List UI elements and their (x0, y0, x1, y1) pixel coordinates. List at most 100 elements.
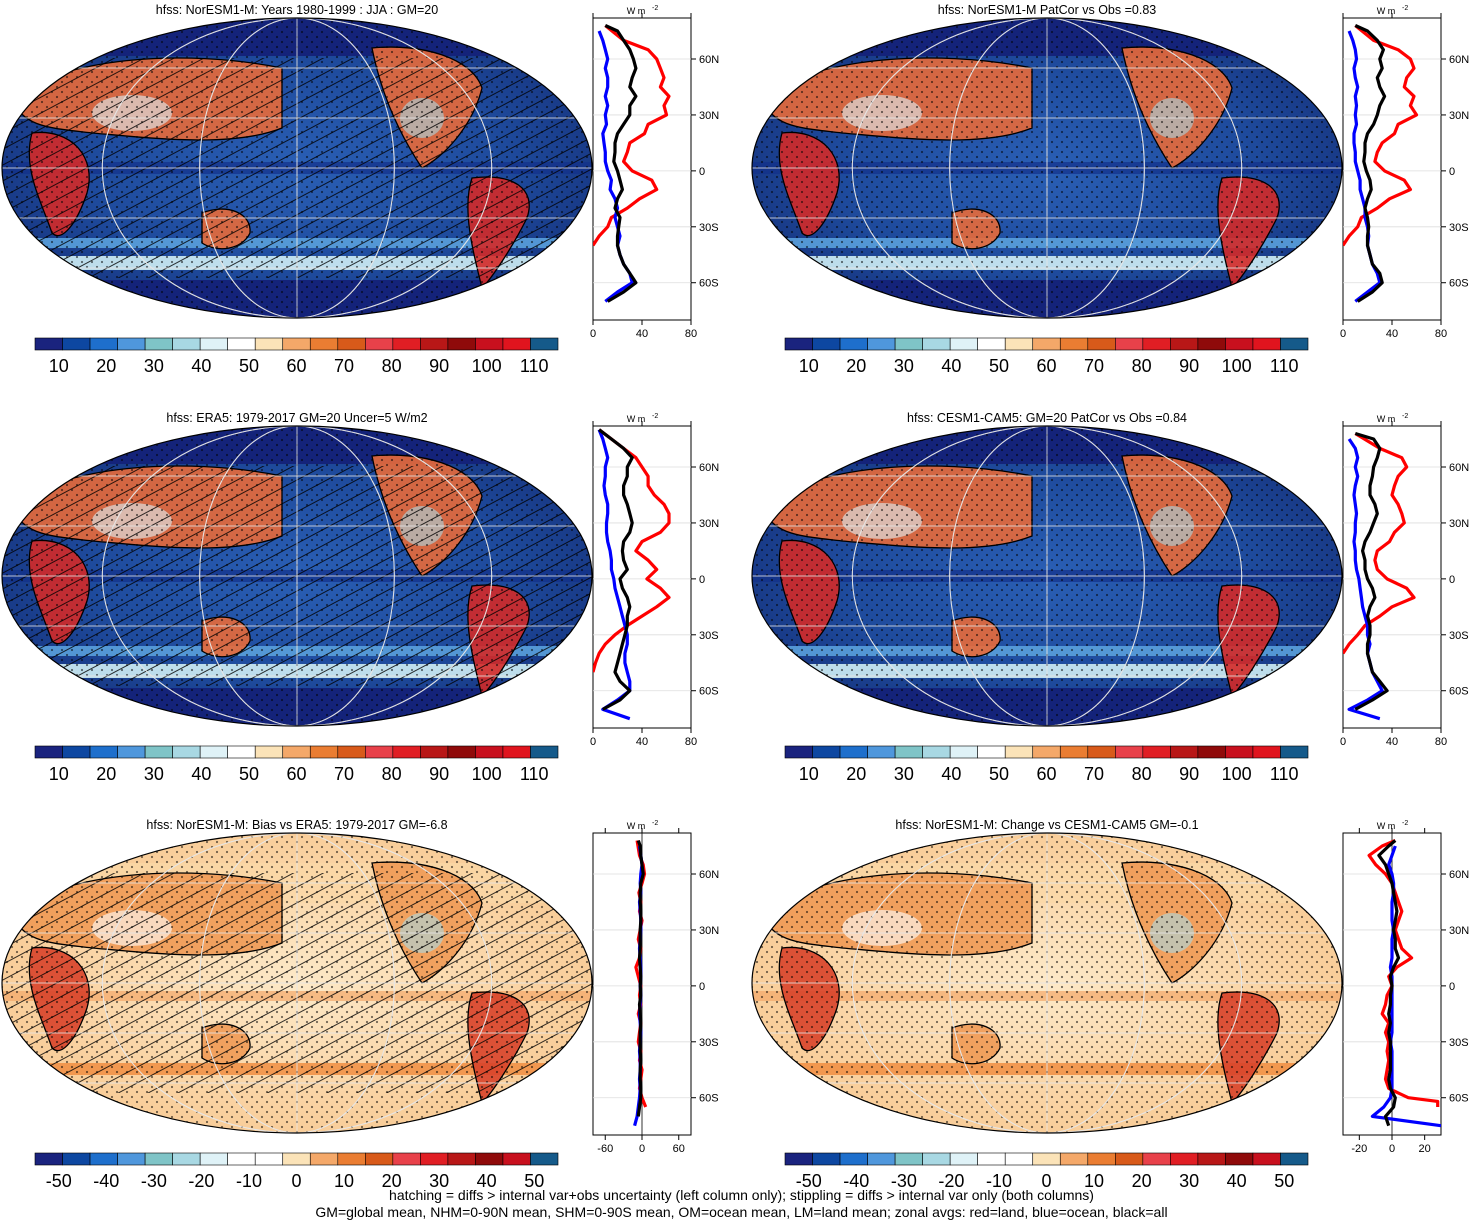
colorbar-swatch (254, 1152, 284, 1166)
colorbar-swatch (172, 337, 201, 351)
colorbar-tick-label: 10 (799, 764, 819, 784)
footer-hatching-note: hatching = diffs > internal var+obs unce… (389, 1187, 1094, 1203)
colorbar-swatch (365, 337, 394, 351)
lat-tick-label: 60S (1449, 278, 1469, 290)
lat-tick-label: 30N (699, 518, 719, 530)
colorbar-swatch (144, 1152, 173, 1166)
colorbar-tick-label: 80 (382, 356, 402, 376)
panel-title: hfss: ERA5: 1979-2017 GM=20 Uncer=5 W/m2 (166, 411, 427, 425)
colorbar-swatch (922, 745, 951, 759)
colorbar-swatch (254, 337, 284, 351)
lat-tick-label: 60S (699, 278, 719, 290)
zonal-line-all (1377, 839, 1401, 1127)
lat-tick-label: 0 (699, 981, 705, 993)
x-tick-label: 0 (1389, 1143, 1395, 1155)
colorbar-swatch (117, 745, 146, 759)
colorbar-tick-label: 20 (382, 1171, 402, 1191)
colorbar-swatch (337, 745, 366, 759)
zonal-panel: 60N 30N 0 30S 60S 0 40 80 W m -2 (1340, 5, 1469, 340)
colorbar-tick-label: -50 (796, 1171, 822, 1191)
x-tick-label: 0 (590, 328, 596, 340)
unit-label: W m (627, 821, 646, 831)
colorbar-swatch (337, 337, 366, 351)
map (2, 833, 592, 1133)
colorbar-tick-label: 40 (191, 356, 211, 376)
colorbar-tick-label: 0 (291, 1171, 301, 1191)
colorbar-swatch (922, 337, 951, 351)
colorbar: 10 20 30 40 50 60 70 80 90 100 110 (34, 745, 559, 784)
colorbar-swatch (117, 337, 146, 351)
map (752, 833, 1342, 1133)
colorbar-tick-label: 100 (1222, 764, 1252, 784)
colorbar-tick-label: 110 (1270, 764, 1299, 784)
colorbar-swatch (977, 337, 1006, 351)
colorbar-swatch (172, 1152, 201, 1166)
zonal-panel: 60N 30N 0 30S 60S -60 0 60 W m -2 (592, 820, 719, 1155)
colorbar-swatch (839, 745, 868, 759)
panel-title: hfss: NorESM1-M PatCor vs Obs =0.83 (938, 3, 1157, 17)
colorbar-tick-label: 80 (1132, 764, 1152, 784)
lat-tick-label: 60S (699, 686, 719, 698)
colorbar-tick-label: 80 (1132, 356, 1152, 376)
colorbar-tick-label: 40 (941, 356, 961, 376)
map-outline (1, 832, 593, 1134)
lat-tick-label: 30S (1449, 630, 1469, 642)
colorbar-swatch (502, 337, 531, 351)
colorbar-tick-label: 100 (472, 356, 502, 376)
colorbar-tick-label: 110 (520, 764, 549, 784)
colorbar-swatch (392, 337, 421, 351)
colorbar-swatch (420, 337, 449, 351)
colorbar-swatch (227, 745, 256, 759)
x-tick-label: 0 (590, 736, 596, 748)
lat-tick-label: 30N (1449, 925, 1469, 937)
colorbar-tick-label: 30 (144, 356, 164, 376)
colorbar-swatch (922, 1152, 951, 1166)
colorbar-tick-label: 0 (1041, 1171, 1051, 1191)
colorbar-swatch (812, 1152, 841, 1166)
colorbar-tick-label: 20 (846, 764, 866, 784)
colorbar-swatch (475, 337, 504, 351)
colorbar-swatch (365, 745, 394, 759)
zonal-line-land (1343, 24, 1419, 247)
lat-tick-label: 60N (1449, 462, 1469, 474)
colorbar-swatch (447, 1152, 476, 1166)
colorbar-tick-label: 10 (49, 356, 69, 376)
x-tick-label: 0 (1340, 328, 1346, 340)
zonal-panel: 60N 30N 0 30S 60S 0 40 80 W m -2 (590, 413, 719, 748)
colorbar-swatch (839, 337, 868, 351)
colorbar-tick-label: 90 (1179, 764, 1199, 784)
colorbar-swatch (1225, 745, 1254, 759)
map-outline (751, 17, 1343, 319)
colorbar: -50 -40 -30 -20 -10 0 10 20 30 40 50 (34, 1152, 559, 1191)
zonal-line-land (593, 24, 671, 247)
colorbar-swatch (949, 1152, 978, 1166)
x-tick-label: -20 (1351, 1143, 1367, 1155)
colorbar-tick-label: 50 (989, 764, 1009, 784)
colorbar-swatch (447, 745, 476, 759)
colorbar-swatch (784, 337, 813, 351)
colorbar-swatch (1115, 745, 1144, 759)
colorbar-swatch (199, 745, 228, 759)
colorbar-swatch (89, 1152, 118, 1166)
colorbar-swatch (199, 1152, 228, 1166)
colorbar-tick-label: 100 (472, 764, 502, 784)
colorbar-swatch (392, 1152, 421, 1166)
colorbar-swatch (1059, 745, 1089, 759)
colorbar-swatch (34, 337, 63, 351)
colorbar-swatch (254, 745, 284, 759)
zonal-line-all (1354, 24, 1387, 303)
colorbar-tick-label: 90 (429, 764, 449, 784)
colorbar-swatch (365, 1152, 394, 1166)
panel-title: hfss: NorESM1-M: Bias vs ERA5: 1979-2017… (146, 818, 447, 832)
colorbar-tick-label: 40 (1227, 1171, 1247, 1191)
colorbar-swatch (530, 745, 559, 759)
x-tick-label: 20 (1419, 1143, 1431, 1155)
colorbar-swatch (227, 1152, 256, 1166)
colorbar-swatch (1170, 1152, 1199, 1166)
colorbar-swatch (89, 337, 118, 351)
x-tick-label: 80 (1435, 736, 1447, 748)
colorbar-swatch (977, 745, 1006, 759)
colorbar-tick-label: 20 (96, 764, 116, 784)
colorbar-tick-label: -30 (891, 1171, 917, 1191)
zonal-line-land (593, 428, 671, 673)
